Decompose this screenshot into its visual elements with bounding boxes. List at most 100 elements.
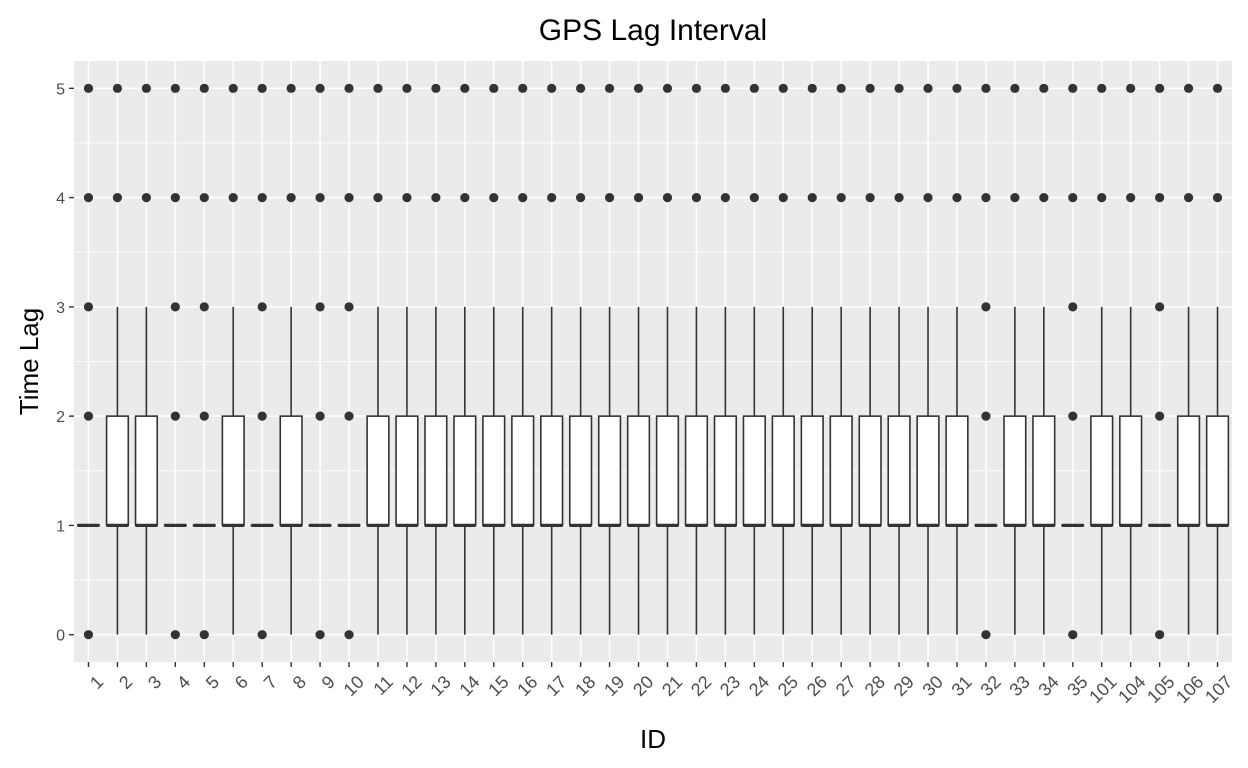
box-33 <box>1003 83 1027 635</box>
box-body <box>655 415 680 527</box>
outlier-point <box>576 83 586 93</box>
outlier-point <box>315 630 325 640</box>
outlier-point <box>1068 302 1078 312</box>
box-9 <box>308 83 332 640</box>
box-29 <box>887 83 911 635</box>
box-body <box>482 415 506 527</box>
x-tick-label: 15 <box>484 672 512 700</box>
box-21 <box>655 83 680 635</box>
outlier-point <box>923 83 933 93</box>
outlier-point <box>1039 83 1049 93</box>
box-101 <box>1090 83 1114 635</box>
outlier-point <box>1097 192 1107 203</box>
x-tick-label: 2 <box>115 672 136 693</box>
outlier-point <box>865 192 875 203</box>
outlier-point <box>1126 192 1136 203</box>
box-15 <box>482 83 506 635</box>
outlier-point <box>257 411 267 421</box>
x-tick-label: 18 <box>571 672 599 700</box>
outlier-point <box>923 192 933 203</box>
box-28 <box>858 83 882 635</box>
outlier-point <box>691 83 702 93</box>
box-5 <box>192 83 216 640</box>
box-body <box>916 415 940 527</box>
box-body <box>742 415 766 527</box>
box-body <box>829 415 853 527</box>
box-body <box>105 415 130 527</box>
outlier-point <box>83 302 94 312</box>
box-body <box>453 415 477 527</box>
x-tick-label: 4 <box>173 672 194 693</box>
box-27 <box>829 83 853 635</box>
outlier-point <box>981 302 991 312</box>
outlier-point <box>83 192 94 203</box>
outlier-point <box>431 192 441 203</box>
outlier-point <box>112 83 123 93</box>
box-3 <box>134 83 159 635</box>
box-body <box>511 415 535 527</box>
box-body <box>713 415 738 527</box>
outlier-point <box>170 630 180 640</box>
outlier-point <box>199 83 209 93</box>
outlier-point <box>662 83 673 93</box>
box-body <box>540 415 564 527</box>
outlier-point <box>1068 411 1078 421</box>
outlier-point <box>286 192 296 203</box>
outlier-point <box>170 411 180 421</box>
y-axis-title: Time Lag <box>14 308 44 415</box>
box-body <box>1003 415 1027 527</box>
outlier-point <box>807 83 817 93</box>
outlier-point <box>402 192 412 203</box>
box-body <box>945 415 969 527</box>
box-body <box>1119 415 1143 527</box>
x-tick-label: 9 <box>318 672 339 693</box>
outlier-point <box>1155 192 1165 203</box>
outlier-point <box>1155 83 1165 93</box>
outlier-point <box>1155 302 1165 312</box>
x-tick-label: 6 <box>231 672 252 693</box>
box-body <box>1205 415 1230 527</box>
outlier-point <box>633 83 644 93</box>
outlier-point <box>141 192 151 203</box>
outlier-point <box>83 630 94 640</box>
box-25 <box>771 83 795 635</box>
x-tick-label: 11 <box>369 672 396 699</box>
outlier-point <box>83 411 94 421</box>
y-tick-label: 4 <box>56 191 65 208</box>
x-tick-label: 26 <box>803 672 831 700</box>
box-body <box>424 415 448 527</box>
box-body <box>684 415 709 527</box>
box-16 <box>511 83 535 635</box>
box-104 <box>1119 83 1143 635</box>
box-body <box>858 415 882 527</box>
x-tick-label: 10 <box>340 672 368 700</box>
box-32 <box>974 83 998 640</box>
x-tick-label: 1 <box>86 672 107 693</box>
outlier-point <box>604 192 615 203</box>
outlier-point <box>489 83 499 93</box>
box-body <box>800 415 824 527</box>
outlier-point <box>373 192 383 203</box>
x-tick-label: 3 <box>144 672 165 693</box>
outlier-point <box>865 83 875 93</box>
box-14 <box>453 83 477 635</box>
outlier-point <box>518 192 528 203</box>
y-tick-label: 3 <box>56 300 65 317</box>
outlier-point <box>604 83 615 93</box>
box-107 <box>1205 83 1230 635</box>
box-13 <box>424 83 448 635</box>
box-106 <box>1176 83 1201 635</box>
outlier-point <box>778 83 788 93</box>
box-body <box>597 415 622 527</box>
x-tick-label: 13 <box>426 672 454 700</box>
outlier-point <box>720 83 730 93</box>
outlier-point <box>633 192 644 203</box>
x-tick-label: 31 <box>948 672 976 700</box>
x-tick-label: 17 <box>542 672 570 700</box>
outlier-point <box>257 630 267 640</box>
x-tick-label: 24 <box>745 672 773 700</box>
outlier-point <box>720 192 730 203</box>
x-tick-label: 107 <box>1201 672 1236 707</box>
box-31 <box>945 83 969 635</box>
x-tick-label: 105 <box>1143 672 1178 707</box>
